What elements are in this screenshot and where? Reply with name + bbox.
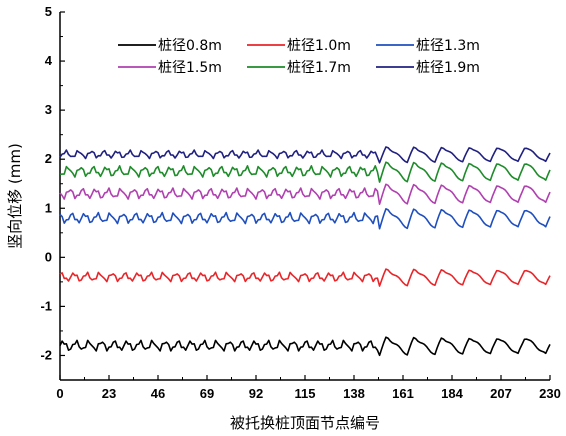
series-line: [59, 336, 551, 357]
x-tick-label: 184: [441, 386, 463, 401]
y-tick-label: 3: [45, 102, 52, 117]
y-tick-label: 1: [45, 200, 52, 215]
series-layer: [59, 146, 551, 357]
series-line: [59, 208, 551, 230]
legend-label: 桩径1.0m: [287, 37, 351, 54]
y-tick-label: 2: [45, 151, 52, 166]
legend-label: 桩径1.7m: [287, 59, 351, 76]
x-tick-label: 230: [539, 386, 561, 401]
series-line: [59, 268, 551, 287]
x-tick-label: 92: [249, 386, 263, 401]
series-line: [59, 146, 551, 164]
y-axis-title: 竖向位移 (mm): [6, 143, 24, 249]
x-tick-label: 0: [56, 386, 63, 401]
y-tick-label: -1: [40, 298, 52, 313]
legend-label: 桩径1.5m: [158, 59, 222, 76]
y-tick-label: 0: [45, 249, 52, 264]
x-tick-label: 207: [490, 386, 512, 401]
x-tick-label: 138: [343, 386, 365, 401]
y-tick-label: 5: [45, 4, 52, 19]
series-line: [59, 161, 551, 183]
series-line: [59, 183, 551, 205]
legend-label: 桩径0.8m: [158, 37, 222, 54]
x-tick-label: 115: [295, 386, 316, 401]
x-tick-label: 69: [200, 386, 214, 401]
x-tick-label: 23: [102, 386, 116, 401]
y-tick-label: -2: [40, 347, 52, 362]
x-tick-label: 46: [151, 386, 165, 401]
x-axis-title: 被托换桩顶面节点编号: [230, 414, 380, 432]
legend: 桩径0.8m 桩径1.0m 桩径1.3m 桩径1.5m 桩径1.7m 桩径1.9m: [118, 37, 480, 76]
legend-label: 桩径1.9m: [416, 59, 480, 76]
x-tick-label: 161: [392, 386, 414, 401]
legend-label: 桩径1.3m: [416, 37, 480, 54]
y-tick-label: 4: [45, 53, 53, 68]
